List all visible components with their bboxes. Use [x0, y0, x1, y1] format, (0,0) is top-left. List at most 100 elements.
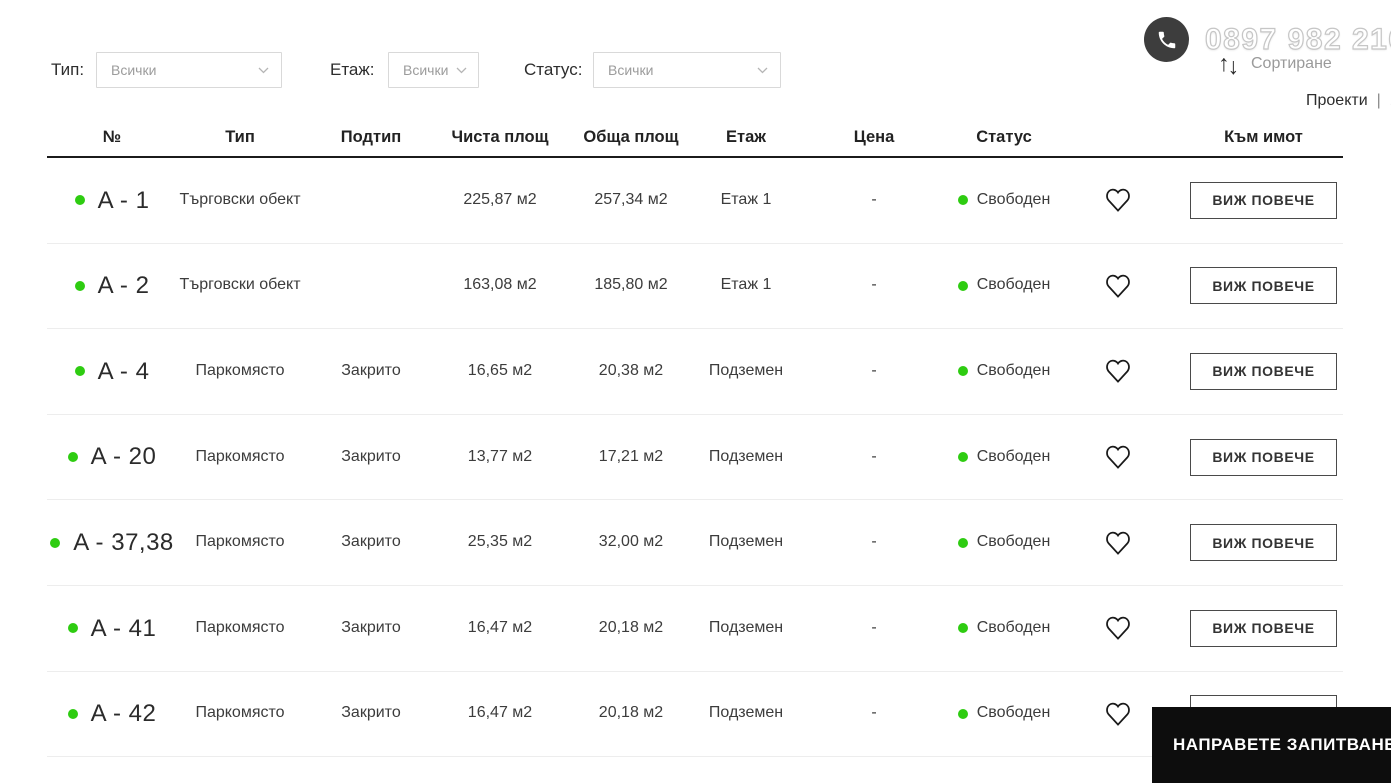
unit-status: Свободен: [976, 533, 1051, 551]
heart-icon: [1105, 360, 1130, 384]
unit-type: Търговски обект: [179, 190, 301, 208]
view-more-button[interactable]: ВИЖ ПОВЕЧЕ: [1190, 609, 1337, 647]
unit-gross-area: 20,18 м2: [598, 618, 664, 636]
unit-price: -: [871, 533, 877, 551]
availability-dot-icon: [67, 452, 78, 463]
view-more-button[interactable]: ВИЖ ПОВЕЧЕ: [1190, 267, 1337, 305]
availability-dot-icon: [74, 195, 85, 206]
unit-floor: Подземен: [708, 362, 784, 380]
heart-icon: [1105, 531, 1130, 555]
unit-gross-area: 185,80 м2: [594, 276, 668, 294]
view-more-cell: ВИЖ ПОВЕЧЕ: [1184, 609, 1343, 647]
phone-call-button[interactable]: [1144, 17, 1189, 62]
filter-floor-label: Етаж:: [330, 60, 375, 79]
view-more-cell: ВИЖ ПОВЕЧЕ: [1184, 524, 1343, 562]
filter-status-dropdown[interactable]: Всички: [593, 52, 781, 88]
favorite-button[interactable]: [1051, 357, 1184, 385]
inquiry-button[interactable]: НАПРАВЕТЕ ЗАПИТВАНЕ: [1152, 707, 1391, 783]
heart-icon: [1105, 274, 1130, 298]
favorite-button[interactable]: [1051, 614, 1184, 642]
unit-floor: Подземен: [708, 704, 784, 722]
sort-arrows-icon: ↑↓: [1218, 50, 1239, 79]
availability-dot-icon: [67, 623, 78, 634]
unit-floor: Етаж 1: [720, 276, 772, 294]
breadcrumb-projects-link[interactable]: Проекти: [1306, 92, 1368, 109]
unit-subtype: Закрито: [341, 618, 401, 636]
status-dot-icon: [957, 366, 968, 377]
unit-status-cell: Свободен: [957, 532, 1051, 553]
unit-net-area: 13,77 м2: [467, 447, 533, 465]
view-more-cell: ВИЖ ПОВЕЧЕ: [1184, 181, 1343, 219]
favorite-button[interactable]: [1051, 700, 1184, 728]
filter-floor-value: Всички: [403, 62, 449, 78]
col-header-subtype: Подтип: [340, 127, 402, 146]
table-row: A - 4 Паркомясто Закрито 16,65 м2 20,38 …: [47, 329, 1343, 415]
heart-icon: [1105, 445, 1130, 469]
filter-type-label: Тип:: [51, 60, 85, 79]
heart-icon: [1105, 189, 1130, 213]
breadcrumb-page: 1: [1390, 92, 1391, 110]
availability-dot-icon: [74, 366, 85, 377]
unit-floor: Подземен: [708, 447, 784, 465]
unit-subtype: Закрито: [341, 533, 401, 551]
unit-number[interactable]: A - 37,38: [73, 529, 174, 557]
phone-number[interactable]: 0897 982 216: [1204, 22, 1391, 56]
table-row: A - 20 Паркомясто Закрито 13,77 м2 17,21…: [47, 415, 1343, 501]
view-more-cell: ВИЖ ПОВЕЧЕ: [1184, 267, 1343, 305]
unit-status-cell: Свободен: [957, 703, 1051, 724]
unit-subtype: Закрито: [341, 447, 401, 465]
unit-type: Паркомясто: [195, 362, 285, 380]
availability-dot-icon: [50, 537, 61, 548]
heart-icon: [1105, 617, 1130, 641]
view-more-button[interactable]: ВИЖ ПОВЕЧЕ: [1190, 438, 1337, 476]
status-dot-icon: [957, 280, 968, 291]
unit-floor: Етаж 1: [720, 190, 772, 208]
unit-price: -: [871, 362, 877, 380]
table-header-row: № Тип Подтип Чиста площ Обща площ Етаж Ц…: [47, 118, 1343, 158]
unit-status-cell: Свободен: [957, 361, 1051, 382]
inquiry-label: НАПРАВЕТЕ ЗАПИТВАНЕ: [1173, 735, 1391, 754]
favorite-button[interactable]: [1051, 272, 1184, 300]
unit-number[interactable]: A - 1: [97, 186, 150, 214]
unit-number[interactable]: A - 4: [97, 357, 150, 385]
status-dot-icon: [957, 452, 968, 463]
sort-control[interactable]: ↑↓ Сортиране: [1218, 50, 1332, 79]
unit-number[interactable]: A - 2: [97, 272, 150, 300]
view-more-button[interactable]: ВИЖ ПОВЕЧЕ: [1190, 524, 1337, 562]
col-header-type: Тип: [225, 127, 255, 146]
unit-number[interactable]: A - 42: [90, 700, 157, 728]
unit-gross-area: 20,38 м2: [598, 362, 664, 380]
unit-floor: Подземен: [708, 533, 784, 551]
unit-number[interactable]: A - 41: [90, 614, 157, 642]
unit-status-cell: Свободен: [957, 190, 1051, 211]
unit-number-cell: A - 4: [47, 356, 177, 387]
breadcrumb: Проекти | 1: [1306, 92, 1391, 110]
unit-status: Свободен: [976, 362, 1051, 380]
sort-label: Сортиране: [1251, 54, 1332, 72]
phone-icon: [1158, 31, 1175, 48]
unit-gross-area: 32,00 м2: [598, 533, 664, 551]
unit-status: Свободен: [976, 704, 1051, 722]
table-row: A - 1 Търговски обект 225,87 м2 257,34 м…: [47, 158, 1343, 244]
filter-type-dropdown[interactable]: Всички: [96, 52, 282, 88]
unit-status-cell: Свободен: [957, 447, 1051, 468]
unit-type: Търговски обект: [179, 276, 301, 294]
unit-price: -: [871, 618, 877, 636]
favorite-button[interactable]: [1051, 186, 1184, 214]
col-header-floor: Етаж: [726, 127, 766, 146]
unit-gross-area: 20,18 м2: [598, 704, 664, 722]
unit-number-cell: A - 41: [47, 613, 177, 644]
unit-type: Паркомясто: [195, 533, 285, 551]
filter-floor-dropdown[interactable]: Всички: [388, 52, 479, 88]
table-row: A - 41 Паркомясто Закрито 16,47 м2 20,18…: [47, 586, 1343, 672]
filter-type-value: Всички: [111, 62, 157, 78]
view-more-button[interactable]: ВИЖ ПОВЕЧЕ: [1190, 352, 1337, 390]
unit-number[interactable]: A - 20: [90, 443, 157, 471]
unit-net-area: 16,47 м2: [467, 704, 533, 722]
view-more-cell: ВИЖ ПОВЕЧЕ: [1184, 352, 1343, 390]
favorite-button[interactable]: [1051, 443, 1184, 471]
table-row: A - 42 Паркомясто Закрито 16,47 м2 20,18…: [47, 672, 1343, 758]
favorite-button[interactable]: [1051, 529, 1184, 557]
view-more-button[interactable]: ВИЖ ПОВЕЧЕ: [1190, 181, 1337, 219]
unit-net-area: 225,87 м2: [463, 190, 537, 208]
